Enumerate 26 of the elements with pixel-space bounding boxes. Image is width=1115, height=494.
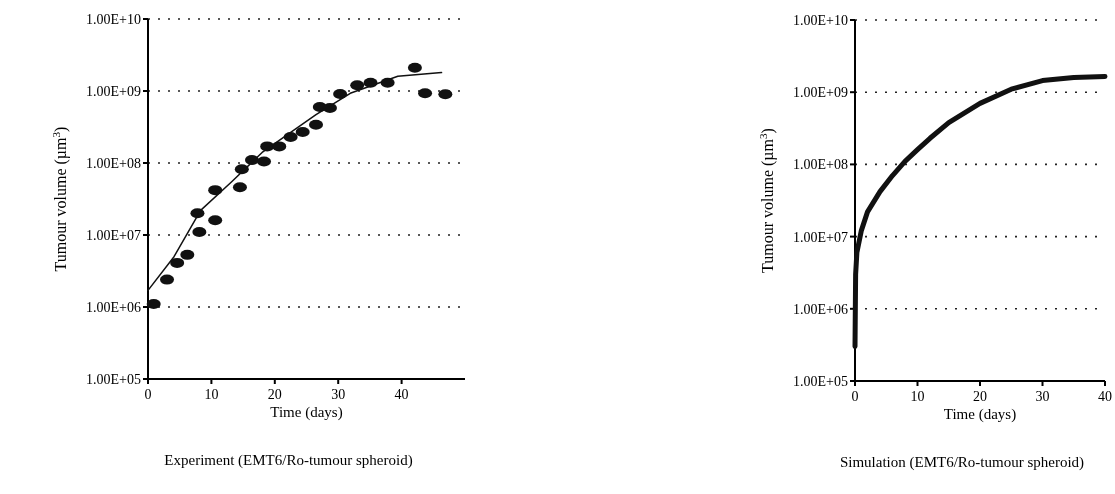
x-tick-label: 30 — [331, 387, 346, 402]
x-tick-label: 10 — [204, 387, 219, 402]
y-tick-label: 1.00E+09 — [86, 83, 141, 99]
x-tick-label: 0 — [851, 389, 859, 404]
text: Simulation (EMT6/Ro-tumour spheroid) — [839, 454, 1085, 471]
text: Experiment (EMT6/Ro-tumour spheroid) — [164, 452, 413, 469]
x-tick-label: 10 — [910, 389, 925, 404]
y-tick-label: 1.00E+07 — [86, 227, 141, 243]
y-tick-label: 1.00E+06 — [793, 301, 848, 317]
y-tick-label: 1.00E+05 — [793, 373, 848, 389]
x-axis-title: Time (days) — [270, 404, 343, 421]
y-tick-label: 1.00E+08 — [86, 155, 141, 171]
y-tick-label: 1.00E+07 — [793, 229, 848, 245]
y-tick-label: 1.00E+10 — [793, 12, 848, 28]
y-tick-label: 1.00E+09 — [793, 85, 848, 101]
x-tick-label: 20 — [267, 387, 282, 402]
x-tick-label: 20 — [973, 389, 987, 404]
x-tick-label: 0 — [144, 387, 152, 402]
y-tick-label: 1.00E+06 — [86, 299, 141, 315]
x-tick-label: 40 — [394, 387, 409, 402]
x-tick-label: 30 — [1035, 389, 1050, 404]
y-tick-label: 1.00E+08 — [793, 157, 848, 173]
x-tick-label: 40 — [1098, 389, 1112, 404]
y-tick-label: 1.00E+05 — [86, 371, 141, 387]
x-axis-title: Time (days) — [943, 406, 1017, 423]
y-tick-label: 1.00E+10 — [86, 11, 141, 27]
